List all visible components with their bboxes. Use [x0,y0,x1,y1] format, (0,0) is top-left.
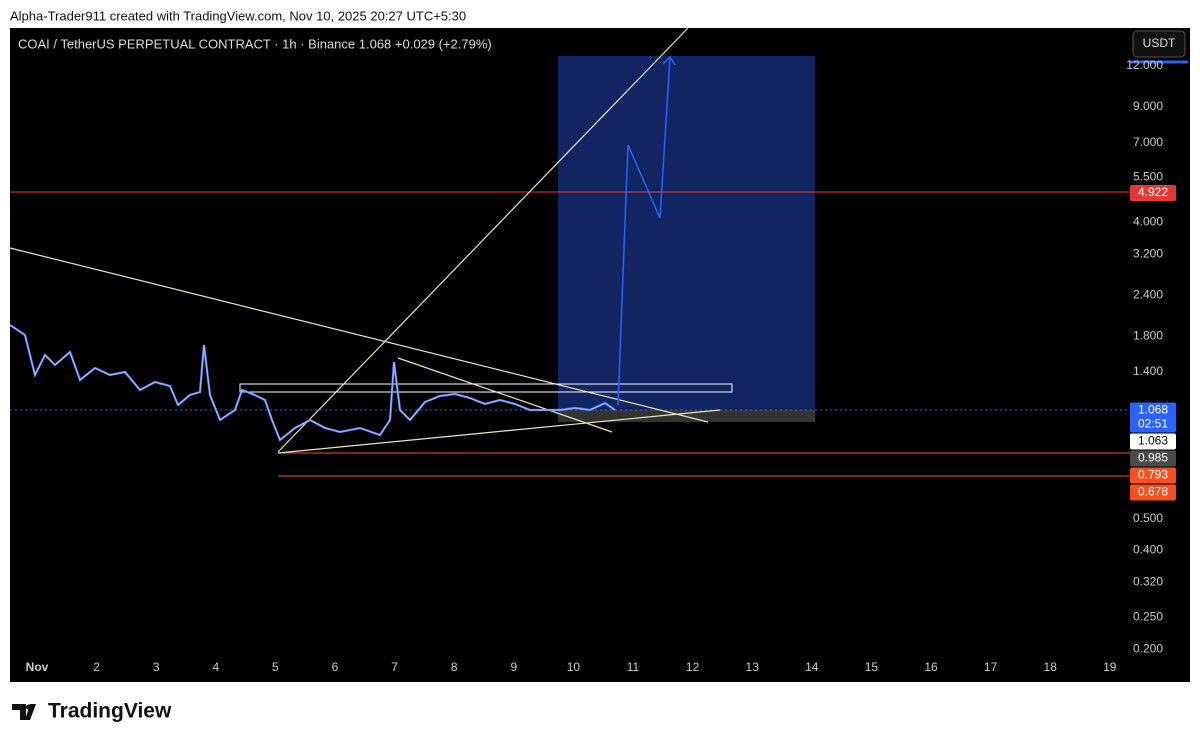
price-label: 0.250 [1133,609,1163,623]
price-label: 0.400 [1133,543,1163,557]
price-label: 0.320 [1133,574,1163,588]
date-label: 7 [391,660,398,674]
date-label: 12 [686,660,700,674]
price-label: 9.000 [1133,99,1163,113]
trend-line [277,27,689,453]
date-label: 11 [627,660,640,674]
price-tag-label: 0.678 [1138,485,1168,499]
price-tag [1130,433,1176,450]
price-label: 12.000 [1126,58,1163,72]
price-tag-label: 0.985 [1138,451,1168,465]
date-label: 17 [984,660,998,674]
date-label: 18 [1044,660,1058,674]
symbol-line: COAI / TetherUS PERPETUAL CONTRACT · 1h … [18,36,492,51]
date-label: 14 [805,660,819,674]
target-zone [558,56,815,410]
price-tag [1130,184,1176,201]
date-label: 6 [332,660,339,674]
stop-zone [558,410,815,422]
date-label: 4 [212,660,219,674]
price-tag-label: 1.068 [1138,403,1168,417]
price-label: 0.500 [1133,511,1163,525]
price-label: 3.200 [1133,246,1163,260]
range-box [239,383,733,393]
price-tag [1130,450,1176,467]
price-label: 1.400 [1133,364,1163,378]
date-label: 8 [451,660,458,674]
price-label: 5.500 [1133,169,1163,183]
arrow-head [662,55,676,66]
date-label: 5 [272,660,279,674]
date-label: 15 [865,660,879,674]
brand: TradingView [48,700,172,723]
price-path-wicks [9,324,616,441]
date-label: 2 [93,660,100,674]
projection-arrow [617,56,671,406]
trend-line [277,409,721,454]
currency-button[interactable] [1132,30,1186,58]
chart-area [10,28,1190,682]
currency-label: USDT [1143,36,1176,50]
credit: Alpha-Trader911 created with TradingView… [10,8,466,23]
price-tag-label: 1.063 [1138,434,1168,448]
price-tag [1130,484,1176,501]
price-label: 2.400 [1133,287,1163,301]
date-label: 19 [1103,660,1117,674]
trend-line [397,357,613,433]
price-label: 1.800 [1133,328,1163,342]
price-tag [1130,402,1176,433]
price-label: 0.200 [1133,641,1163,655]
date-label: 9 [510,660,517,674]
price-tag-label: 0.793 [1138,468,1168,482]
trend-line [9,247,709,423]
price-tag-timer: 02:51 [1138,417,1168,431]
price-label: 4.000 [1133,215,1163,229]
date-label: 16 [924,660,938,674]
date-label: 3 [153,660,160,674]
price-tag-label: 4.922 [1138,185,1168,199]
brand-logo [12,704,36,720]
date-label: 10 [567,660,581,674]
date-label: 13 [746,660,760,674]
date-label: Nov [26,660,49,674]
price-label: 7.000 [1133,135,1163,149]
price-tag [1130,467,1176,484]
